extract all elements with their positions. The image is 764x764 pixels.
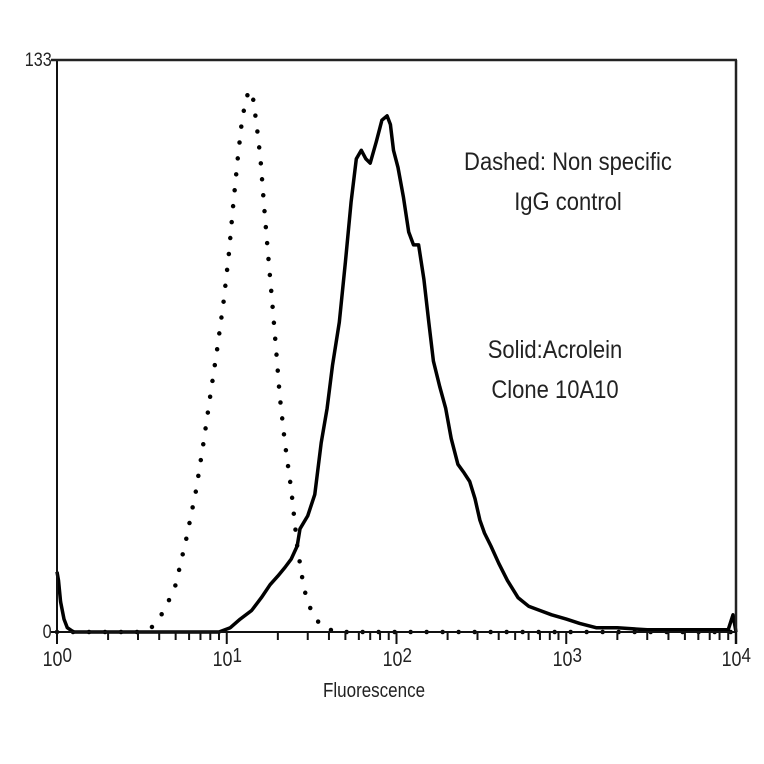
- annotation-line: IgG control: [514, 188, 622, 216]
- x-tick-exponent: 3: [572, 645, 582, 667]
- x-tick-exponent: 4: [741, 645, 751, 667]
- x-tick-base: 10: [42, 648, 63, 671]
- x-tick-exponent: 2: [402, 645, 412, 667]
- x-tick-10e3: 103: [552, 645, 582, 672]
- x-tick-base: 10: [721, 648, 742, 671]
- acrolein-solid-curve: [55, 114, 738, 634]
- annotation-line: Dashed: Non specific: [464, 148, 672, 176]
- annotation-dashed-legend: Dashed: Non specific IgG control: [436, 142, 700, 222]
- y-tick-zero: 0: [43, 622, 52, 643]
- x-tick-10e1: 101: [212, 645, 242, 672]
- x-tick-base: 10: [382, 648, 403, 671]
- y-tick-max: 133: [25, 50, 52, 71]
- annotation-solid-legend: Solid:Acrolein Clone 10A10: [467, 330, 643, 410]
- igg-control-dotted-curve: [54, 87, 739, 635]
- annotation-line: Solid:Acrolein: [487, 336, 623, 364]
- x-tick-exponent: 0: [62, 645, 72, 667]
- x-tick-base: 10: [212, 648, 233, 671]
- x-tick-exponent: 1: [232, 645, 242, 667]
- x-tick-10e0: 100: [42, 645, 72, 672]
- x-tick-base: 10: [552, 648, 573, 671]
- x-tick-10e4: 104: [721, 645, 751, 672]
- annotation-line: Clone 10A10: [491, 376, 619, 404]
- x-axis-label: Fluorescence: [323, 680, 426, 702]
- x-tick-10e2: 102: [382, 645, 412, 672]
